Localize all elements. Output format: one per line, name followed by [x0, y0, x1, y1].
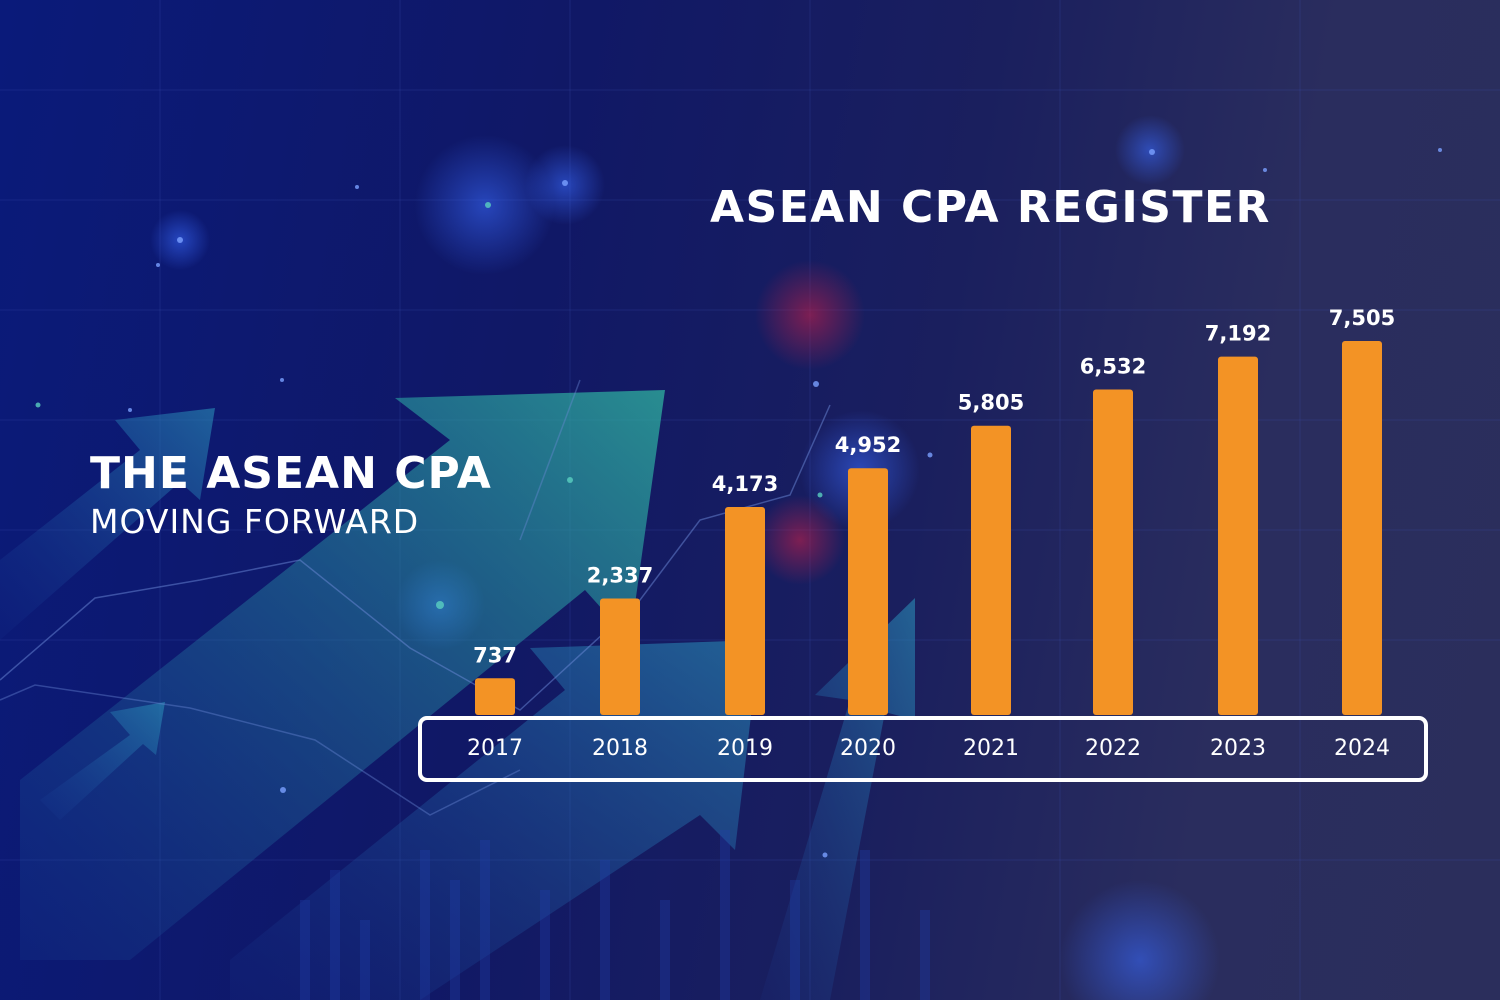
data-label-2024: 7,505 — [1329, 306, 1395, 330]
data-label-2023: 7,192 — [1205, 322, 1271, 346]
data-label-2018: 2,337 — [587, 564, 653, 588]
bar-2020 — [848, 468, 888, 715]
x-tick-label-2023: 2023 — [1210, 736, 1266, 761]
bar-2017 — [475, 678, 515, 715]
bar-2023 — [1218, 356, 1258, 715]
headline-title: THE ASEAN CPA — [90, 448, 492, 499]
x-tick-label-2020: 2020 — [840, 736, 896, 761]
chart-title: ASEAN CPA REGISTER — [710, 182, 1271, 233]
bar-2019 — [725, 507, 765, 715]
bar-2022 — [1093, 389, 1133, 715]
bar-2021 — [971, 425, 1011, 715]
data-label-2017: 737 — [473, 643, 517, 667]
data-label-2019: 4,173 — [712, 472, 778, 496]
x-tick-label-2017: 2017 — [467, 736, 523, 761]
bar-2018 — [600, 598, 640, 715]
x-tick-label-2021: 2021 — [963, 736, 1019, 761]
headline-subtitle: MOVING FORWARD — [90, 502, 420, 541]
data-label-2020: 4,952 — [835, 433, 901, 457]
bar-2024 — [1342, 341, 1382, 715]
x-tick-label-2022: 2022 — [1085, 736, 1141, 761]
x-axis-frame — [418, 716, 1428, 782]
x-tick-label-2018: 2018 — [592, 736, 648, 761]
data-label-2021: 5,805 — [958, 391, 1024, 415]
x-tick-label-2024: 2024 — [1334, 736, 1390, 761]
x-tick-label-2019: 2019 — [717, 736, 773, 761]
data-label-2022: 6,532 — [1080, 354, 1146, 378]
